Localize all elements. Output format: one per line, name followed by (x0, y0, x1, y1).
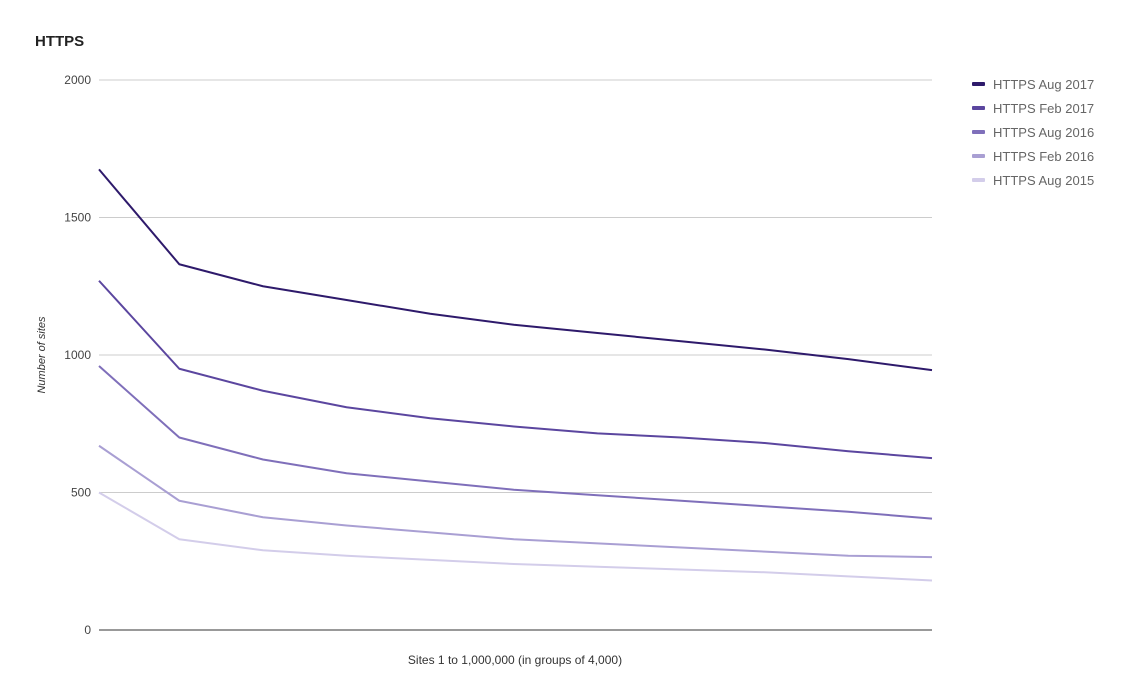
y-tick-label: 500 (71, 486, 91, 500)
gridlines: 0 500 1000 1500 2000 (64, 73, 932, 637)
legend-item[interactable]: HTTPS Feb 2017 (972, 96, 1094, 120)
series-line-https-aug-2017 (98, 168, 933, 372)
series-line-https-aug-2015 (98, 491, 933, 582)
y-tick-label: 1500 (64, 211, 91, 225)
legend-swatch (972, 178, 985, 182)
legend-label: HTTPS Aug 2015 (993, 172, 1095, 188)
series-lines (98, 168, 933, 582)
axes: Sites 1 to 1,000,000 (in groups of 4,000… (36, 316, 622, 667)
x-axis-label: Sites 1 to 1,000,000 (in groups of 4,000… (408, 653, 622, 667)
legend-swatch (972, 130, 985, 134)
y-tick-label: 1000 (64, 348, 91, 362)
series-line-https-aug-2016 (98, 365, 933, 520)
legend-label: HTTPS Feb 2016 (993, 148, 1095, 164)
y-tick-label: 0 (84, 623, 91, 637)
y-tick-label: 2000 (64, 73, 91, 87)
legend-swatch (972, 154, 985, 158)
series-line-https-feb-2017 (98, 280, 933, 460)
legend-swatch (972, 82, 985, 86)
chart-title: HTTPS (35, 33, 85, 50)
legend-label: HTTPS Feb 2017 (993, 100, 1095, 116)
series-line-https-feb-2016 (98, 444, 933, 559)
legend-label: HTTPS Aug 2017 (993, 76, 1095, 92)
legend-item[interactable]: HTTPS Aug 2017 (972, 72, 1094, 96)
legend-swatch (972, 106, 985, 110)
legend-item[interactable]: HTTPS Aug 2015 (972, 168, 1094, 192)
legend-label: HTTPS Aug 2016 (993, 124, 1095, 140)
legend-item[interactable]: HTTPS Aug 2016 (972, 120, 1094, 144)
legend: HTTPS Aug 2017 HTTPS Feb 2017 HTTPS Aug 20… (972, 72, 1094, 192)
legend-item[interactable]: HTTPS Feb 2016 (972, 144, 1094, 168)
y-axis-label: Number of sites (36, 316, 48, 394)
